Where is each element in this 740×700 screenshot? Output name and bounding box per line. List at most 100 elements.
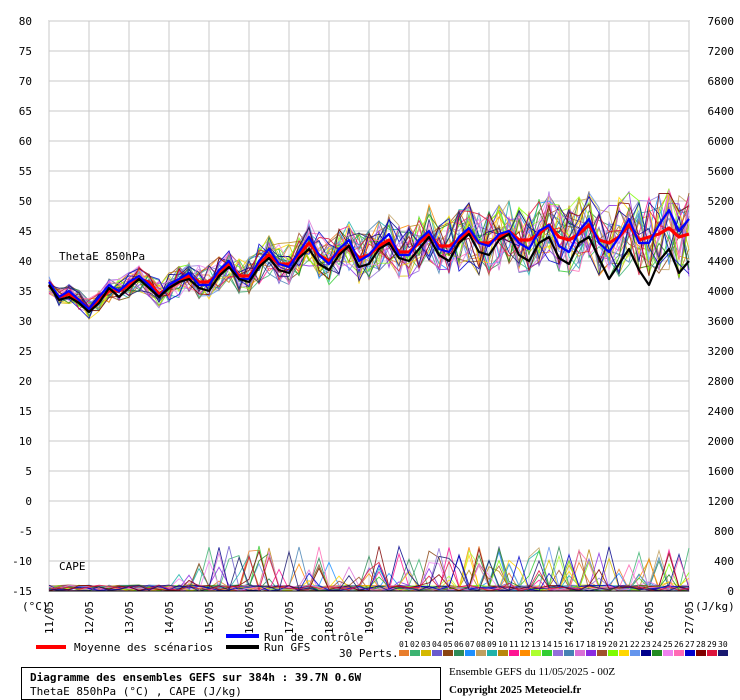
y-tick-left: 55 xyxy=(19,165,32,178)
pert-label: 23 xyxy=(641,640,651,649)
y-tick-left: 45 xyxy=(19,225,32,238)
right-axis-unit: (J/kg) xyxy=(695,600,735,613)
pert-swatch xyxy=(509,650,519,656)
pert-swatch xyxy=(674,650,684,656)
pert-label: 05 xyxy=(443,640,453,649)
pert-swatch xyxy=(531,650,541,656)
pert-swatch xyxy=(718,650,728,656)
x-tick-label: 25/05 xyxy=(603,601,616,634)
pert-label: 25 xyxy=(663,640,673,649)
y-tick-left: 80 xyxy=(19,15,32,28)
y-tick-right: 2400 xyxy=(708,405,735,418)
y-tick-left: 40 xyxy=(19,255,32,268)
x-tick-label: 15/05 xyxy=(203,601,216,634)
pert-swatch xyxy=(641,650,651,656)
pert-swatch xyxy=(707,650,717,656)
pert-swatch xyxy=(663,650,673,656)
pert-label: 19 xyxy=(597,640,607,649)
pert-label: 18 xyxy=(586,640,596,649)
y-tick-right: 5600 xyxy=(708,165,735,178)
caption-box: Diagramme des ensembles GEFS sur 384h : … xyxy=(21,667,441,700)
y-tick-right: 6800 xyxy=(708,75,735,88)
pert-label: 20 xyxy=(608,640,618,649)
pert-label: 08 xyxy=(476,640,486,649)
x-tick-label: 18/05 xyxy=(323,601,336,634)
pert-label: 09 xyxy=(487,640,497,649)
chart-title: Diagramme des ensembles GEFS sur 384h : … xyxy=(30,671,362,684)
y-tick-right: 5200 xyxy=(708,195,735,208)
left-axis-unit: (°C) xyxy=(22,600,49,613)
x-tick-label: 11/05 xyxy=(43,601,56,634)
y-tick-left: 75 xyxy=(19,45,32,58)
pert-swatch xyxy=(564,650,574,656)
pert-swatch xyxy=(432,650,442,656)
y-tick-right: 1600 xyxy=(708,465,735,478)
pert-label: 13 xyxy=(531,640,541,649)
pert-label: 15 xyxy=(553,640,563,649)
copyright: Copyright 2025 Meteociel.fr xyxy=(449,684,582,696)
legend-gfs-swatch xyxy=(226,645,259,649)
pert-swatch xyxy=(399,650,409,656)
y-tick-left: -5 xyxy=(19,525,32,538)
pert-label: 30 xyxy=(718,640,728,649)
perturbation-line xyxy=(48,200,690,310)
pert-label: 27 xyxy=(685,640,695,649)
perturbation-line xyxy=(48,201,690,309)
pert-swatch xyxy=(410,650,420,656)
pert-swatch xyxy=(476,650,486,656)
y-tick-right: 1200 xyxy=(708,495,735,508)
y-tick-left: 35 xyxy=(19,285,32,298)
y-tick-right: 6000 xyxy=(708,135,735,148)
pert-swatch xyxy=(652,650,662,656)
pert-swatch xyxy=(487,650,497,656)
y-tick-right: 6400 xyxy=(708,105,735,118)
pert-label: 22 xyxy=(630,640,640,649)
perturbation-line xyxy=(48,208,690,308)
series-line-gfs xyxy=(48,232,690,314)
x-tick-label: 13/05 xyxy=(123,601,136,634)
pert-swatch xyxy=(575,650,585,656)
pert-label: 16 xyxy=(564,640,574,649)
pert-label: 04 xyxy=(432,640,442,649)
y-tick-right: 7200 xyxy=(708,45,735,58)
pert-swatch xyxy=(498,650,508,656)
pert-swatch xyxy=(520,650,530,656)
x-tick-label: 21/05 xyxy=(443,601,456,634)
legend-mean-label: Moyenne des scénarios xyxy=(74,641,214,654)
pert-label: 17 xyxy=(575,640,585,649)
pert-label: 26 xyxy=(674,640,684,649)
y-tick-left: 20 xyxy=(19,375,32,388)
pert-swatch xyxy=(443,650,453,656)
pert-label: 29 xyxy=(707,640,717,649)
pert-label: 14 xyxy=(542,640,552,649)
pert-label: 06 xyxy=(454,640,464,649)
pert-swatch xyxy=(608,650,618,656)
y-tick-left: 15 xyxy=(19,405,32,418)
legend-control-swatch xyxy=(226,634,259,638)
chart-subtitle: ThetaE 850hPa (°C) , CAPE (J/kg) xyxy=(30,685,242,698)
pert-label: 10 xyxy=(498,640,508,649)
pert-label: 24 xyxy=(652,640,662,649)
y-tick-right: 3200 xyxy=(708,345,735,358)
pert-label: 11 xyxy=(509,640,519,649)
y-tick-left: -10 xyxy=(12,555,32,568)
pert-label: 03 xyxy=(421,640,431,649)
y-tick-right: 7600 xyxy=(708,15,735,28)
pert-swatch xyxy=(597,650,607,656)
y-tick-right: 2800 xyxy=(708,375,735,388)
pert-legend: 01 02 03 04 05 06 07 08 09 10 11 12 13 14 15 16 17 18 19 20… xyxy=(399,640,728,656)
x-tick-label: 26/05 xyxy=(643,601,656,634)
x-tick-label: 16/05 xyxy=(243,601,256,634)
x-tick-label: 22/05 xyxy=(483,601,496,634)
pert-swatch xyxy=(542,650,552,656)
y-tick-left: 5 xyxy=(25,465,32,478)
pert-label: 12 xyxy=(520,640,530,649)
y-tick-right: 4800 xyxy=(708,225,735,238)
perturbation-line xyxy=(48,192,690,320)
legend-perts-label: 30 Perts. xyxy=(339,647,399,660)
pert-label: 07 xyxy=(465,640,475,649)
x-tick-label: 19/05 xyxy=(363,601,376,634)
y-tick-left: 0 xyxy=(25,495,32,508)
